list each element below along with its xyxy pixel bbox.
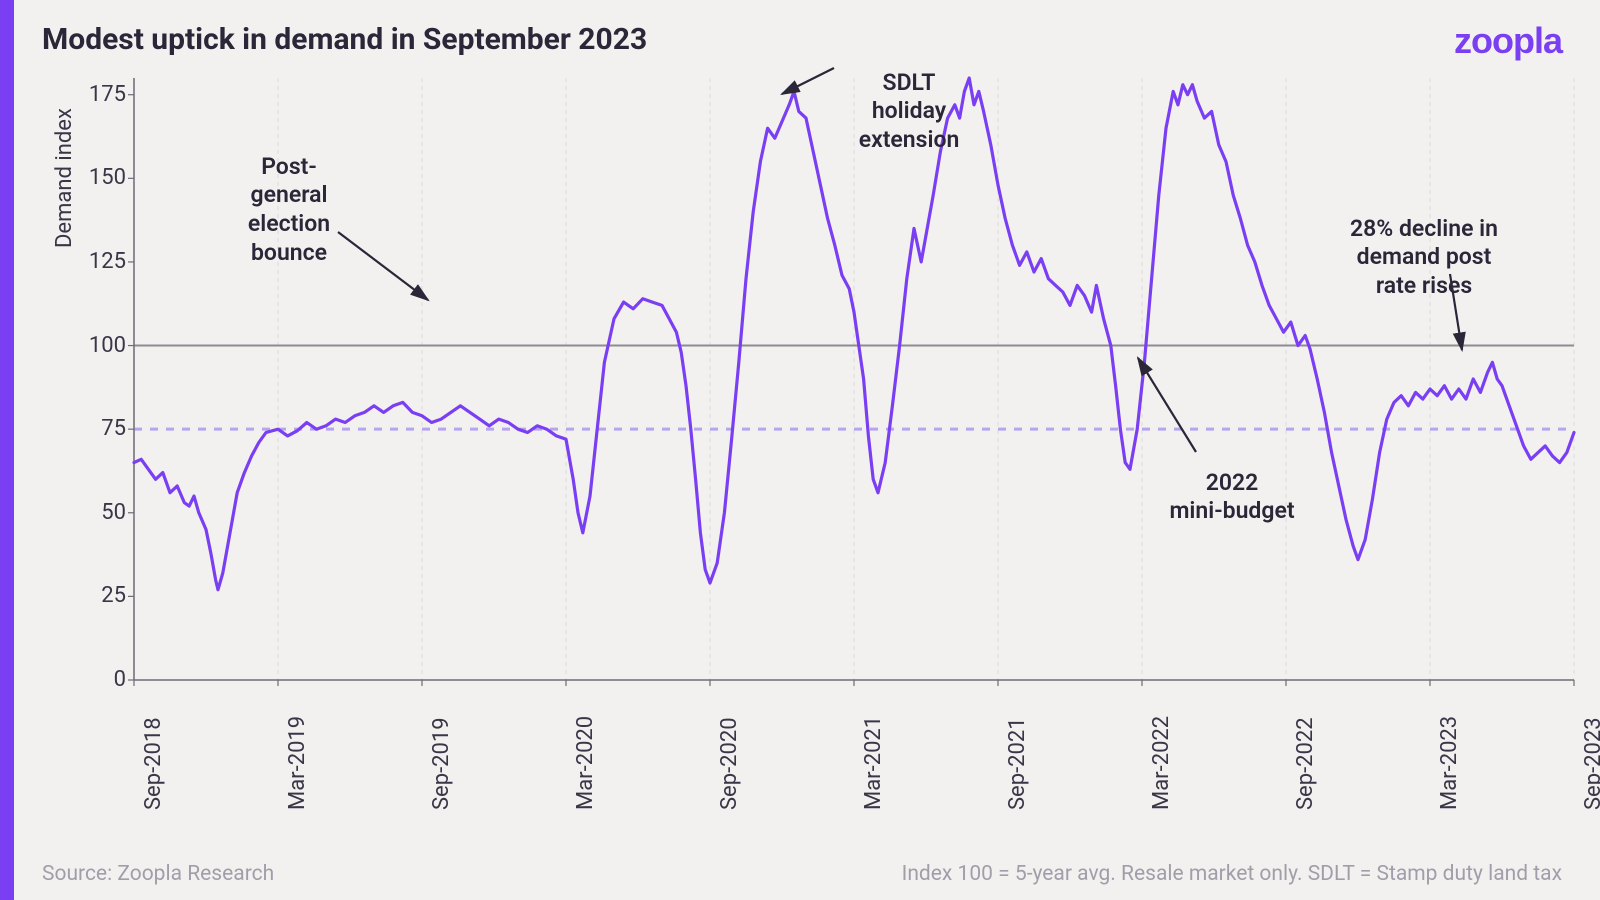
y-tick-label: 100 bbox=[76, 333, 126, 358]
annotation-sdlt-holiday: SDLT holiday extension bbox=[829, 69, 989, 155]
chart-container: Modest uptick in demand in September 202… bbox=[0, 0, 1600, 900]
x-tick-label: Mar-2022 bbox=[1149, 716, 1174, 810]
x-tick-label: Sep-2021 bbox=[1005, 717, 1030, 810]
x-tick-label: Sep-2022 bbox=[1293, 717, 1318, 810]
x-tick-label: Mar-2019 bbox=[285, 716, 310, 810]
y-tick-label: 75 bbox=[76, 416, 126, 441]
annotation-rate-rises: 28% decline in demand post rate rises bbox=[1314, 215, 1534, 301]
chart-svg bbox=[14, 0, 1600, 900]
y-axis-title: Demand index bbox=[52, 108, 77, 248]
x-tick-label: Sep-2019 bbox=[429, 717, 454, 810]
annotation-election-bounce: Post- general election bounce bbox=[219, 153, 359, 268]
annotation-mini-budget: 2022 mini-budget bbox=[1142, 469, 1322, 527]
x-tick-label: Sep-2020 bbox=[717, 717, 742, 810]
y-tick-label: 125 bbox=[76, 249, 126, 274]
footnote-text: Index 100 = 5-year avg. Resale market on… bbox=[902, 862, 1562, 886]
y-tick-label: 175 bbox=[76, 82, 126, 107]
accent-bar bbox=[0, 0, 14, 900]
x-tick-label: Sep-2023 bbox=[1581, 717, 1600, 810]
y-tick-label: 25 bbox=[76, 583, 126, 608]
x-tick-label: Mar-2023 bbox=[1437, 716, 1462, 810]
x-tick-label: Sep-2018 bbox=[141, 717, 166, 810]
x-tick-label: Mar-2021 bbox=[861, 716, 886, 810]
x-tick-label: Mar-2020 bbox=[573, 716, 598, 810]
source-text: Source: Zoopla Research bbox=[42, 862, 274, 886]
chart-canvas: Modest uptick in demand in September 202… bbox=[14, 0, 1600, 900]
y-tick-label: 150 bbox=[76, 165, 126, 190]
y-tick-label: 50 bbox=[76, 500, 126, 525]
y-tick-label: 0 bbox=[76, 667, 126, 692]
